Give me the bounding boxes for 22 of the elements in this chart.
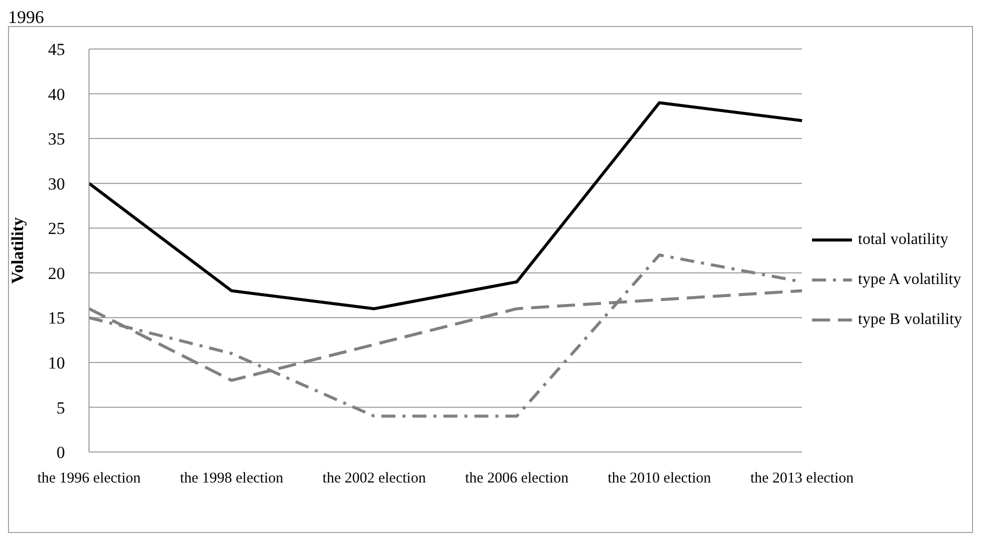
y-tick-label: 10 xyxy=(48,353,65,372)
x-tick-label: the 2002 election xyxy=(322,470,426,487)
legend-label: type A volatility xyxy=(858,270,962,288)
y-tick-label: 40 xyxy=(48,84,65,104)
y-tick-label: 30 xyxy=(48,174,65,194)
x-tick-label: the 2013 election xyxy=(750,470,854,487)
y-tick-label: 25 xyxy=(48,219,65,238)
text: 1996 xyxy=(8,7,44,27)
y-axis-title: Volatility xyxy=(8,216,28,284)
legend-label: type B volatility xyxy=(858,310,962,328)
x-tick-label: the 2006 election xyxy=(465,470,569,487)
x-tick-label: the 2010 election xyxy=(608,470,712,487)
y-tick-label: 5 xyxy=(56,398,65,418)
x-tick-label: the 1996 election xyxy=(37,470,142,487)
y-tick-label: 20 xyxy=(48,264,65,283)
y-tick-label: 35 xyxy=(48,130,65,149)
legend-label: total volatility xyxy=(858,230,948,248)
x-tick-label: the 1998 election xyxy=(180,470,284,487)
y-tick-label: 45 xyxy=(48,40,65,60)
y-tick-label: 0 xyxy=(56,443,65,462)
line-series xyxy=(88,101,804,310)
y-tick-label: 15 xyxy=(48,308,65,328)
